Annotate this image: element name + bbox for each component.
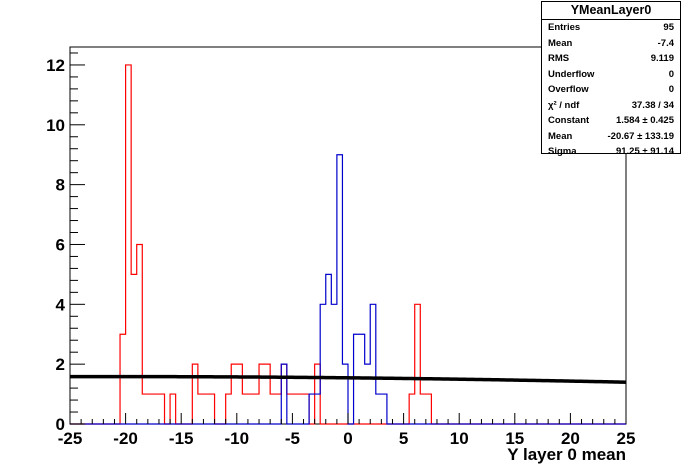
stats-value: 37.38 / 34 — [631, 99, 674, 111]
y-tick-label: 8 — [56, 176, 65, 195]
y-tick-label: 10 — [46, 116, 65, 135]
y-tick-label: 4 — [56, 295, 66, 314]
y-tick-label: 6 — [56, 235, 65, 254]
stats-label: Sigma — [548, 146, 577, 157]
y-tick-label: 12 — [46, 56, 65, 75]
x-tick-label: -20 — [113, 429, 138, 448]
axes: -25 -20 -15 -10 -5 0 5 10 15 20 25 0 2 4 6 8 10 12 — [46, 52, 636, 448]
x-tick-label: 0 — [343, 429, 352, 448]
x-tick-label: 20 — [561, 429, 580, 448]
stats-value: 91.25 ± 91.14 — [615, 146, 674, 157]
stats-value: 0 — [668, 84, 674, 95]
stats-label: Mean — [548, 130, 573, 142]
stats-row: Underflow 0 — [542, 67, 680, 83]
stats-row: Overflow 0 — [542, 82, 680, 98]
x-tick-label: -15 — [169, 429, 194, 448]
stats-title: YMeanLayer0 — [542, 2, 680, 20]
stats-label: Entries — [548, 22, 581, 33]
stats-value: 9.119 — [650, 53, 674, 64]
histogram-series — [70, 64, 626, 425]
x-tick-label: -25 — [58, 429, 83, 448]
stats-row: Entries 95 — [542, 20, 680, 36]
x-tick-label: 10 — [450, 429, 469, 448]
stats-value: 95 — [663, 22, 674, 33]
stats-value: 0 — [668, 68, 674, 80]
stats-row: χ² / ndf 37.38 / 34 — [542, 98, 680, 114]
stats-label: RMS — [548, 53, 570, 64]
stats-label: Mean — [548, 37, 573, 49]
y-tick-label: 2 — [56, 355, 65, 374]
x-tick-label: 15 — [505, 429, 524, 448]
histogram-series-2 — [70, 154, 626, 425]
stats-rows: Entries 95 Mean -7.4 RMS 9.119 Underflow 0 Overf… — [542, 20, 680, 160]
stats-box: YMeanLayer0 Entries 95 Mean -7.4 RMS 9.119 Und… — [541, 1, 681, 157]
stats-label: χ² / ndf — [548, 99, 580, 111]
stats-value: -7.4 — [657, 37, 674, 49]
stats-label: Overflow — [548, 84, 589, 95]
stats-label: Underflow — [548, 68, 595, 80]
x-tick-label: -5 — [285, 429, 300, 448]
stats-row: Mean -7.4 — [542, 36, 680, 52]
stats-value: 1.584 ± 0.425 — [615, 115, 674, 126]
stats-row: Sigma 91.25 ± 91.14 — [542, 144, 680, 160]
gaussian-fit-curve — [69, 374, 627, 384]
x-tick-label: 5 — [399, 429, 408, 448]
x-axis-title: Y layer 0 mean — [507, 445, 626, 464]
y-tick-label: 0 — [56, 415, 65, 434]
fit-curve-layer — [69, 374, 627, 384]
stats-value: -20.67 ± 133.19 — [607, 130, 675, 142]
plot-frame — [69, 46, 627, 425]
x-tick-label: -10 — [225, 429, 250, 448]
stats-label: Constant — [548, 115, 590, 126]
stats-row: RMS 9.119 — [542, 51, 680, 67]
stats-row: Constant 1.584 ± 0.425 — [542, 113, 680, 129]
stats-row: Mean -20.67 ± 133.19 — [542, 129, 680, 145]
x-tick-label: 25 — [617, 429, 636, 448]
